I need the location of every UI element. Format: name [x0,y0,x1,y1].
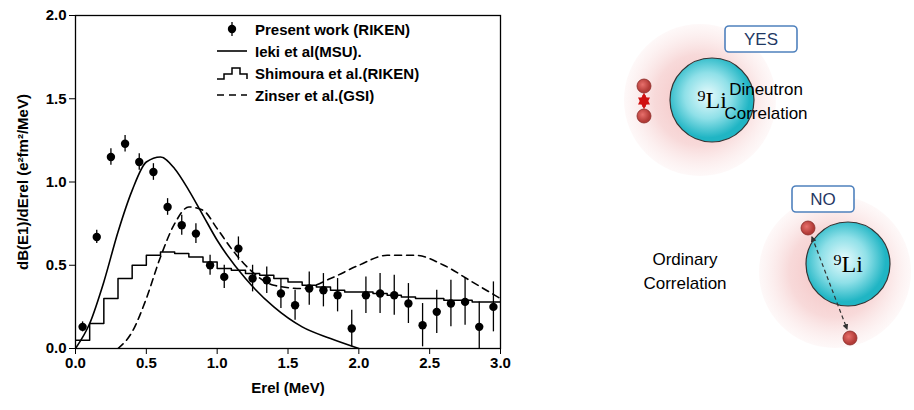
svg-text:2.5: 2.5 [419,354,440,371]
svg-text:NO: NO [810,190,836,209]
svg-text:2.0: 2.0 [46,6,67,23]
svg-text:0.5: 0.5 [46,256,67,273]
html-text:Zinser et al.(GSI): Zinser et al.(GSI) [255,86,375,104]
svg-text:⁹Li: ⁹Li [833,251,863,277]
svg-text:0.0: 0.0 [65,354,86,371]
html-text:Shimoura et al.(RIKEN): Shimoura et al.(RIKEN) [255,64,420,82]
svg-text:0.5: 0.5 [136,354,157,371]
html-text:Ieki et al(MSU).: Ieki et al(MSU). [255,42,362,60]
svg-text:3.0: 3.0 [490,354,511,371]
svg-text:dB(E1)/dErel (e²fm²/MeV): dB(E1)/dErel (e²fm²/MeV) [14,94,31,270]
svg-text:YES: YES [744,30,778,49]
svg-text:DineutronCorrelation: DineutronCorrelation [724,80,807,123]
svg-text:⁹Li: ⁹Li [697,87,727,113]
svg-text:Erel (MeV): Erel (MeV) [251,379,324,396]
svg-text:1.0: 1.0 [207,354,228,371]
svg-text:OrdinaryCorrelation: OrdinaryCorrelation [643,250,726,293]
svg-text:0.0: 0.0 [46,339,67,356]
svg-text:1.5: 1.5 [46,90,67,107]
svg-text:1.0: 1.0 [46,173,67,190]
svg-text:1.5: 1.5 [278,354,299,371]
svg-text:2.0: 2.0 [348,354,369,371]
html-text:Present work (RIKEN): Present work (RIKEN) [255,20,410,38]
